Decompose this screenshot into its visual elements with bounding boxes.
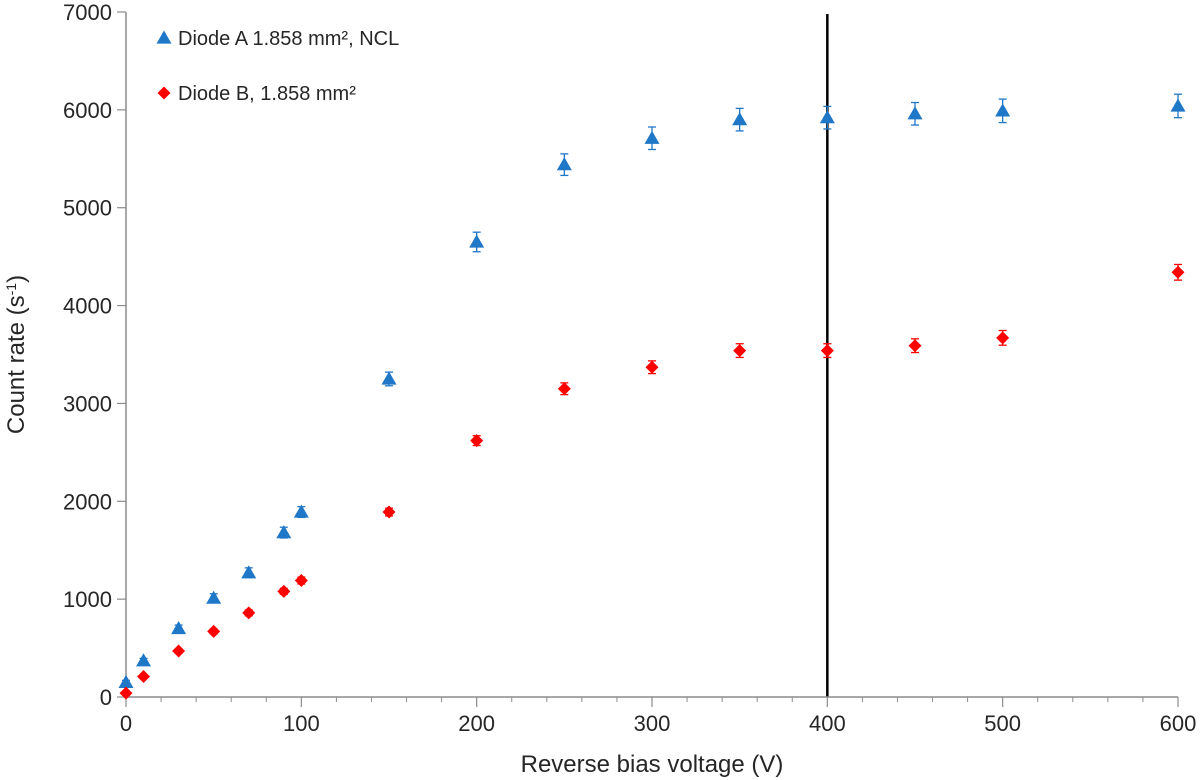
data-point [819, 110, 835, 124]
data-point [907, 106, 923, 120]
data-point [171, 621, 187, 635]
data-point [206, 590, 222, 604]
y-tick-label: 6000 [63, 98, 112, 123]
data-point [732, 112, 748, 126]
data-point [293, 504, 309, 518]
legend: Diode A 1.858 mm², NCL Diode B, 1.858 mm² [156, 28, 399, 105]
series-diode-b [119, 263, 1185, 700]
data-point [241, 565, 257, 579]
data-point [276, 525, 292, 539]
data-point [820, 344, 834, 358]
x-tick-label: 100 [283, 711, 320, 736]
x-tick-label: 600 [1160, 711, 1197, 736]
data-point [645, 360, 659, 374]
data-point [996, 331, 1010, 345]
data-point [119, 686, 133, 700]
x-tick-label: 500 [984, 711, 1021, 736]
data-point [242, 606, 256, 620]
x-tick-label: 200 [458, 711, 495, 736]
data-point [908, 339, 922, 353]
data-point [381, 371, 397, 385]
x-tick-label: 300 [634, 711, 671, 736]
y-axis-title-superscript: -1 [3, 283, 19, 296]
data-point [556, 157, 572, 171]
y-axis-title-main: Count rate (s [3, 295, 30, 434]
series-diode-a [118, 93, 1186, 688]
data-point [118, 674, 134, 688]
y-tick-label: 7000 [63, 0, 112, 25]
data-point [470, 434, 484, 448]
series-layer [118, 93, 1186, 700]
legend-label: Diode B, 1.858 mm² [178, 83, 356, 105]
data-point [294, 574, 308, 588]
data-point [136, 653, 152, 667]
y-tick-label: 2000 [63, 489, 112, 514]
x-axis-title: Reverse bias voltage (V) [521, 751, 784, 778]
y-tick-label: 3000 [63, 391, 112, 416]
legend-marker [157, 86, 171, 100]
y-axis: 0 1000 2000 3000 4000 5000 6000 7000 [63, 0, 127, 710]
data-point [644, 130, 660, 144]
data-point [277, 584, 291, 598]
y-tick-label: 0 [100, 685, 112, 710]
x-tick-label: 0 [120, 711, 132, 736]
data-point [995, 103, 1011, 117]
x-tick-label: 400 [809, 711, 846, 736]
y-tick-label: 4000 [63, 294, 112, 319]
data-point [469, 234, 485, 248]
data-point [207, 624, 221, 638]
y-tick-label: 5000 [63, 196, 112, 221]
data-point [733, 344, 747, 358]
data-point [1171, 265, 1185, 279]
data-point [172, 644, 186, 658]
data-point [382, 505, 396, 519]
y-tick-label: 1000 [63, 587, 112, 612]
data-point [137, 669, 151, 683]
y-axis-title-close: ) [3, 275, 30, 283]
x-axis: 0 100 200 300 400 500 600 [120, 696, 1197, 736]
legend-label: Diode A 1.858 mm², NCL [178, 28, 399, 50]
data-point [557, 382, 571, 396]
data-point [1170, 98, 1186, 112]
y-axis-title: Count rate (s-1) [3, 275, 30, 434]
legend-marker [156, 30, 172, 44]
